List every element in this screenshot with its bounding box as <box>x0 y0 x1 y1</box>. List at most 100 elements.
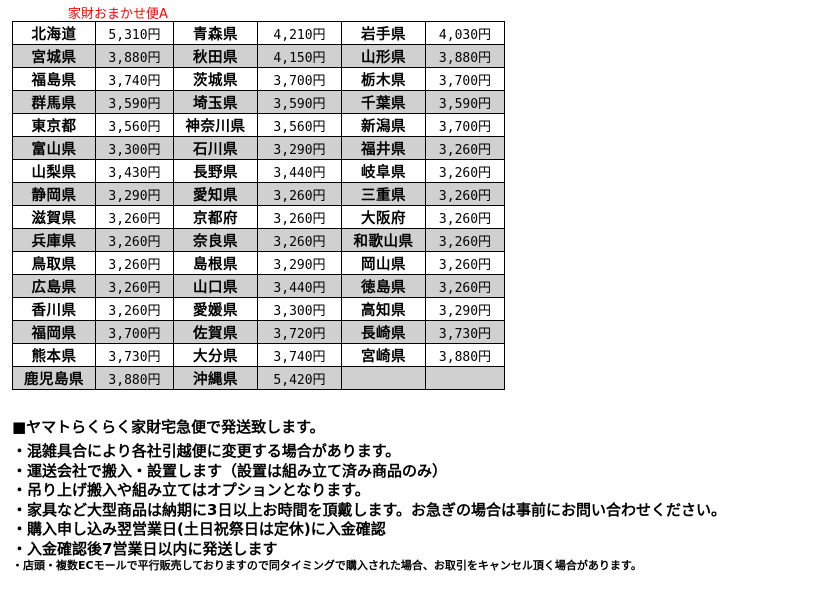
price-cell: 3,730円 <box>95 343 174 367</box>
shipping-plan-title: 家財おまかせ便A <box>68 7 168 22</box>
price-cell: 3,260円 <box>257 182 342 206</box>
price-cell: 4,150円 <box>257 44 342 68</box>
prefecture-cell: 山形県 <box>341 44 426 68</box>
prefecture-cell: 栃木県 <box>341 67 426 91</box>
price-cell: 3,720円 <box>257 320 342 344</box>
prefecture-cell: 熊本県 <box>12 343 96 367</box>
price-cell: 5,420円 <box>257 366 342 390</box>
price-cell: 3,730円 <box>425 320 505 344</box>
price-cell: 5,310円 <box>95 21 174 45</box>
note-item: ・家具など大型商品は納期に3日以上お時間を頂戴します。お急ぎの場合は事前にお問い… <box>12 500 726 519</box>
price-cell: 3,880円 <box>425 343 505 367</box>
prefecture-cell: 石川県 <box>173 136 258 160</box>
prefecture-cell: 愛媛県 <box>173 297 258 321</box>
price-cell: 3,300円 <box>257 297 342 321</box>
price-cell: 3,260円 <box>95 274 174 298</box>
price-cell: 3,560円 <box>95 113 174 137</box>
prefecture-cell: 滋賀県 <box>12 205 96 229</box>
price-cell: 3,560円 <box>257 113 342 137</box>
prefecture-cell: 三重県 <box>341 182 426 206</box>
table-row: 広島県 3,260円 山口県 3,440円 徳島県 3,260円 <box>12 274 505 298</box>
table-row: 富山県 3,300円 石川県 3,290円 福井県 3,260円 <box>12 136 505 160</box>
prefecture-cell: 長崎県 <box>341 320 426 344</box>
prefecture-cell: 兵庫県 <box>12 228 96 252</box>
prefecture-cell: 大阪府 <box>341 205 426 229</box>
prefecture-cell <box>341 366 426 390</box>
prefecture-cell: 静岡県 <box>12 182 96 206</box>
price-cell: 3,700円 <box>425 67 505 91</box>
prefecture-cell: 鳥取県 <box>12 251 96 275</box>
table-row: 鹿児島県 3,880円 沖縄県 5,420円 <box>12 366 505 390</box>
shipping-notes: ・混雑具合により各社引越便に変更する場合があります。 ・運送会社で搬入・設置しま… <box>12 442 726 559</box>
prefecture-cell: 京都府 <box>173 205 258 229</box>
price-cell: 4,210円 <box>257 21 342 45</box>
note-item: ・運送会社で搬入・設置します（設置は組み立て済み商品のみ） <box>12 461 448 480</box>
prefecture-cell: 愛知県 <box>173 182 258 206</box>
price-cell: 3,260円 <box>95 205 174 229</box>
price-cell: 3,260円 <box>257 228 342 252</box>
prefecture-cell: 佐賀県 <box>173 320 258 344</box>
price-cell: 3,880円 <box>425 44 505 68</box>
prefecture-cell: 群馬県 <box>12 90 96 114</box>
prefecture-cell: 長野県 <box>173 159 258 183</box>
price-cell: 3,260円 <box>425 136 505 160</box>
price-cell: 3,740円 <box>257 343 342 367</box>
price-cell: 3,290円 <box>425 297 505 321</box>
prefecture-cell: 福井県 <box>341 136 426 160</box>
prefecture-cell: 青森県 <box>173 21 258 45</box>
price-cell: 3,260円 <box>95 228 174 252</box>
prefecture-cell: 北海道 <box>12 21 96 45</box>
table-row: 熊本県 3,730円 大分県 3,740円 宮崎県 3,880円 <box>12 343 505 367</box>
price-cell: 3,300円 <box>95 136 174 160</box>
price-cell: 3,260円 <box>425 274 505 298</box>
price-cell: 3,260円 <box>95 297 174 321</box>
table-row: 福島県 3,740円 茨城県 3,700円 栃木県 3,700円 <box>12 67 505 91</box>
table-row: 東京都 3,560円 神奈川県 3,560円 新潟県 3,700円 <box>12 113 505 137</box>
note-item: ・購入申し込み翌営業日(土日祝祭日は定休)に入金確認 <box>12 520 386 538</box>
note-item: ・吊り上げ搬入や組み立てはオプションとなります。 <box>12 481 370 499</box>
price-cell: 3,700円 <box>257 67 342 91</box>
price-cell <box>425 366 505 390</box>
prefecture-cell: 福島県 <box>12 67 96 91</box>
table-row: 滋賀県 3,260円 京都府 3,260円 大阪府 3,260円 <box>12 205 505 229</box>
prefecture-cell: 神奈川県 <box>173 113 258 137</box>
prefecture-cell: 岡山県 <box>341 251 426 275</box>
prefecture-cell: 秋田県 <box>173 44 258 68</box>
prefecture-cell: 高知県 <box>341 297 426 321</box>
price-cell: 3,290円 <box>95 182 174 206</box>
prefecture-cell: 埼玉県 <box>173 90 258 114</box>
prefecture-cell: 茨城県 <box>173 67 258 91</box>
prefecture-cell: 沖縄県 <box>173 366 258 390</box>
prefecture-cell: 岐阜県 <box>341 159 426 183</box>
price-cell: 3,740円 <box>95 67 174 91</box>
note-item: ・混雑具合により各社引越便に変更する場合があります。 <box>12 442 401 460</box>
price-cell: 3,260円 <box>425 182 505 206</box>
prefecture-cell: 富山県 <box>12 136 96 160</box>
price-cell: 3,880円 <box>95 366 174 390</box>
prefecture-cell: 和歌山県 <box>341 228 426 252</box>
price-cell: 3,290円 <box>257 251 342 275</box>
prefecture-cell: 鹿児島県 <box>12 366 96 390</box>
price-cell: 3,590円 <box>257 90 342 114</box>
table-row: 静岡県 3,290円 愛知県 3,260円 三重県 3,260円 <box>12 182 505 206</box>
price-cell: 3,430円 <box>95 159 174 183</box>
price-cell: 3,440円 <box>257 159 342 183</box>
prefecture-cell: 奈良県 <box>173 228 258 252</box>
price-cell: 3,260円 <box>95 251 174 275</box>
shipping-method-heading: ■ヤマトらくらく家財宅急便で発送致します。 <box>12 418 325 436</box>
price-cell: 3,590円 <box>95 90 174 114</box>
prefecture-cell: 島根県 <box>173 251 258 275</box>
prefecture-cell: 香川県 <box>12 297 96 321</box>
prefecture-cell: 山口県 <box>173 274 258 298</box>
table-row: 群馬県 3,590円 埼玉県 3,590円 千葉県 3,590円 <box>12 90 505 114</box>
table-row: 北海道 5,310円 青森県 4,210円 岩手県 4,030円 <box>12 21 505 45</box>
prefecture-cell: 宮崎県 <box>341 343 426 367</box>
footnote: ・店頭・複数ECモールで平行販売しておりますので同タイミングで購入された場合、お… <box>12 559 642 572</box>
table-row: 山梨県 3,430円 長野県 3,440円 岐阜県 3,260円 <box>12 159 505 183</box>
shipping-rate-table: 北海道 5,310円 青森県 4,210円 岩手県 4,030円 宮城県 3,880円 秋田県 4… <box>12 21 505 390</box>
prefecture-cell: 千葉県 <box>341 90 426 114</box>
price-cell: 3,700円 <box>95 320 174 344</box>
prefecture-cell: 大分県 <box>173 343 258 367</box>
price-cell: 3,260円 <box>257 205 342 229</box>
prefecture-cell: 東京都 <box>12 113 96 137</box>
